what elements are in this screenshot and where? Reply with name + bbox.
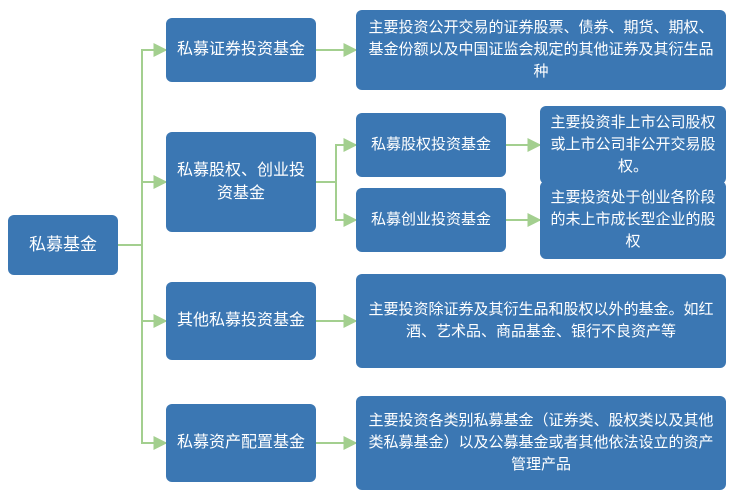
node-root: 私募基金 xyxy=(8,215,118,275)
edge-root-cat2 xyxy=(118,182,166,245)
node-sub2b: 私募创业投资基金 xyxy=(356,188,506,252)
node-label: 主要投资公开交易的证券股票、债券、期货、期权、基金份额以及中国证监会规定的其他证… xyxy=(366,17,716,82)
node-label: 私募证券投资基金 xyxy=(177,38,305,61)
node-label: 私募资产配置基金 xyxy=(177,431,305,454)
node-cat2: 私募股权、创业投资基金 xyxy=(166,132,316,232)
edge-cat2-sub2b xyxy=(316,182,356,220)
node-label: 其他私募投资基金 xyxy=(177,309,305,332)
node-label: 私募股权投资基金 xyxy=(371,134,491,156)
node-desc4: 主要投资各类别私募基金（证券类、股权类以及其他类私募基金）以及公募基金或者其他依… xyxy=(356,396,726,490)
node-desc2b: 主要投资处于创业各阶段的未上市成长型企业的股权 xyxy=(540,181,726,259)
edge-root-cat3 xyxy=(118,245,166,321)
node-cat1: 私募证券投资基金 xyxy=(166,18,316,82)
node-label: 主要投资各类别私募基金（证券类、股权类以及其他类私募基金）以及公募基金或者其他依… xyxy=(366,410,716,475)
node-desc3: 主要投资除证券及其衍生品和股权以外的基金。如红酒、艺术品、商品基金、银行不良资产… xyxy=(356,274,726,368)
node-cat3: 其他私募投资基金 xyxy=(166,282,316,360)
edge-root-cat4 xyxy=(118,245,166,443)
node-label: 主要投资处于创业各阶段的未上市成长型企业的股权 xyxy=(550,187,716,252)
node-label: 私募创业投资基金 xyxy=(371,209,491,231)
node-label: 私募基金 xyxy=(29,233,97,258)
node-desc2a: 主要投资非上市公司股权或上市公司非公开交易股权。 xyxy=(540,106,726,184)
node-desc1: 主要投资公开交易的证券股票、债券、期货、期权、基金份额以及中国证监会规定的其他证… xyxy=(356,10,726,90)
node-label: 主要投资非上市公司股权或上市公司非公开交易股权。 xyxy=(550,112,716,177)
node-label: 主要投资除证券及其衍生品和股权以外的基金。如红酒、艺术品、商品基金、银行不良资产… xyxy=(366,299,716,343)
node-sub2a: 私募股权投资基金 xyxy=(356,113,506,177)
edge-root-cat1 xyxy=(118,50,166,245)
edge-cat2-sub2a xyxy=(316,145,356,182)
node-cat4: 私募资产配置基金 xyxy=(166,404,316,482)
node-label: 私募股权、创业投资基金 xyxy=(176,159,306,205)
